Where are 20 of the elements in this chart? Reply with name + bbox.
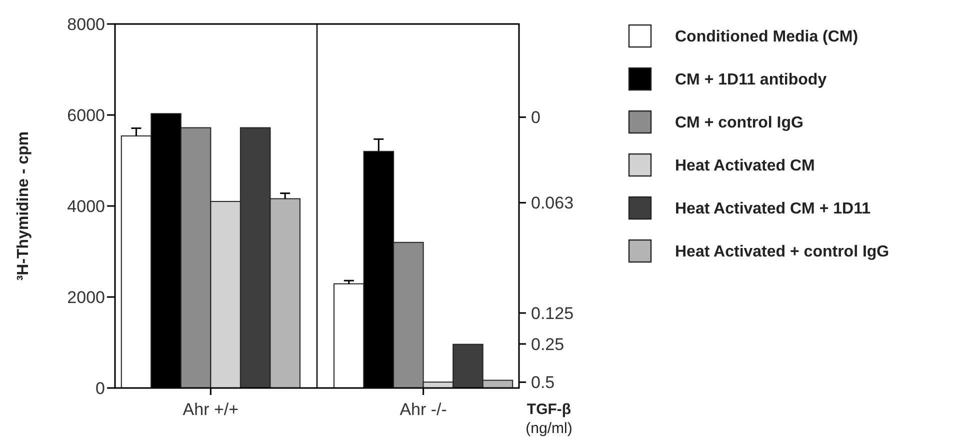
text: 0.063 — [531, 194, 574, 213]
legend-label: Heat Activated + control IgG — [675, 244, 890, 261]
x-tick-label: Ahr -/- — [400, 400, 447, 419]
legend-label: CM + 1D11 antibody — [675, 72, 827, 89]
x-tick-label: Ahr +/+ — [182, 400, 239, 419]
y-tick-label: 6000 — [67, 106, 105, 125]
y-tick-label: 8000 — [67, 14, 105, 34]
legend-label: CM + control IgG — [675, 114, 804, 132]
text: 0.25 — [531, 334, 564, 354]
text: 0.5 — [531, 373, 555, 392]
y-tick-label: 2000 — [67, 288, 105, 307]
legend-label: Heat Activated CM + 1D11 — [675, 200, 871, 218]
legend-label: Heat Activated CM — [675, 158, 815, 175]
text: 0.125 — [531, 304, 574, 323]
y-tick-label: 0 — [96, 378, 105, 398]
legend-label: Conditioned Media (CM) — [675, 28, 858, 46]
y2-axis-title: TGF-β (ng/ml) — [526, 401, 572, 437]
y-axis-title: ³H-Thymidine - cpm — [15, 131, 32, 281]
text: 0 — [531, 108, 540, 128]
y-tick-label: 4000 — [67, 196, 105, 216]
